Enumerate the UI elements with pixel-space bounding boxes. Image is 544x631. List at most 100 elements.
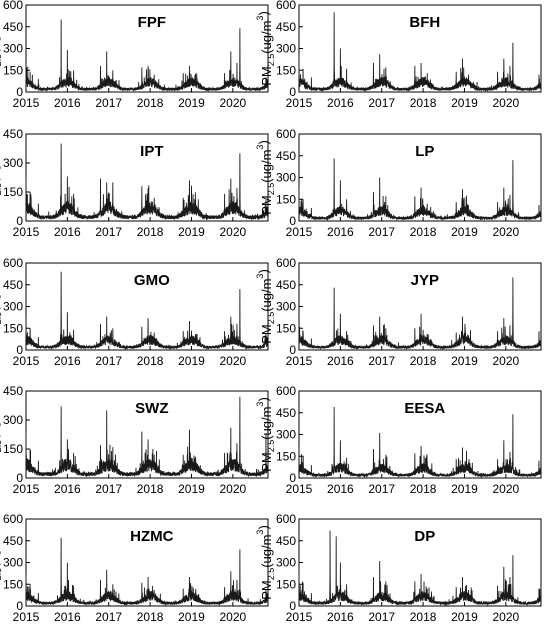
x-tick-label: 2018: [410, 482, 437, 496]
y-tick-label: 0: [16, 471, 23, 485]
x-tick-label: 2016: [327, 225, 354, 239]
y-axis-label: PM2.5(ug/m3): [255, 525, 276, 600]
x-tick-label: 2020: [219, 354, 246, 368]
y-tick-label: 150: [3, 185, 23, 199]
y-tick-label: 300: [276, 300, 296, 314]
x-tick-label: 2019: [451, 96, 478, 110]
panel-eesa: 0 150 300 450 600 2015 2016 2017 2018 2019 2020 EES…: [255, 384, 542, 496]
pm25-series-line: [298, 277, 542, 351]
y-axis-label: PM2.5(ug/m3): [255, 269, 276, 344]
x-tick-label: 2017: [368, 96, 395, 110]
y-tick-label: 450: [3, 278, 23, 292]
y-tick-label: 0: [289, 343, 296, 357]
x-tick-label: 2020: [492, 96, 519, 110]
y-tick-label: 300: [276, 428, 296, 442]
x-tick-label: 2019: [178, 482, 205, 496]
y-tick-label: 0: [289, 214, 296, 228]
x-tick-label: 2020: [219, 96, 246, 110]
x-tick-label: 2015: [13, 610, 40, 624]
x-tick-label: 2017: [95, 482, 122, 496]
x-tick-label: 2016: [54, 96, 81, 110]
x-tick-label: 2018: [410, 354, 437, 368]
x-tick-label: 2016: [54, 225, 81, 239]
y-tick-label: 300: [276, 42, 296, 56]
x-tick-label: 2015: [286, 482, 313, 496]
y-axis-label: PM2.5(ug/m3): [0, 525, 3, 600]
x-tick-label: 2020: [492, 482, 519, 496]
x-tick-label: 2018: [410, 96, 437, 110]
y-tick-label: 0: [289, 599, 296, 613]
x-tick-label: 2019: [451, 610, 478, 624]
pm25-series-line: [25, 143, 269, 221]
x-tick-label: 2015: [286, 96, 313, 110]
station-name: BFH: [409, 14, 440, 31]
pm25-series-line: [298, 12, 542, 93]
x-tick-label: 2015: [286, 225, 313, 239]
y-tick-label: 450: [276, 534, 296, 548]
station-name: HZMC: [130, 528, 173, 545]
station-name: GMO: [134, 272, 170, 289]
y-tick-label: 150: [276, 321, 296, 335]
y-tick-label: 600: [3, 0, 23, 12]
y-tick-label: 300: [276, 556, 296, 570]
x-tick-label: 2019: [451, 482, 478, 496]
y-tick-label: 150: [276, 449, 296, 463]
pm25-series-line: [25, 537, 269, 606]
pm25-series-line: [298, 406, 542, 479]
x-tick-label: 2017: [368, 482, 395, 496]
y-tick-label: 600: [276, 384, 296, 398]
y-tick-label: 450: [3, 127, 23, 141]
y-tick-label: 150: [276, 192, 296, 206]
x-tick-label: 2015: [13, 354, 40, 368]
y-tick-label: 150: [3, 442, 23, 456]
x-tick-label: 2017: [95, 225, 122, 239]
station-name: IPT: [140, 143, 163, 160]
x-tick-label: 2018: [137, 225, 164, 239]
x-tick-label: 2019: [178, 225, 205, 239]
y-tick-label: 300: [3, 300, 23, 314]
y-tick-label: 600: [276, 256, 296, 270]
x-tick-label: 2018: [410, 225, 437, 239]
x-tick-label: 2016: [327, 610, 354, 624]
y-tick-label: 0: [289, 471, 296, 485]
y-tick-label: 150: [3, 577, 23, 591]
y-tick-label: 0: [16, 599, 23, 613]
x-tick-label: 2015: [13, 482, 40, 496]
x-tick-label: 2016: [327, 482, 354, 496]
x-tick-label: 2017: [95, 610, 122, 624]
station-name: DP: [414, 528, 435, 545]
x-tick-label: 2018: [137, 482, 164, 496]
x-tick-label: 2020: [219, 482, 246, 496]
plot-frame: [25, 133, 269, 222]
x-tick-label: 2017: [95, 354, 122, 368]
y-tick-label: 450: [276, 20, 296, 34]
x-tick-label: 2020: [492, 610, 519, 624]
x-tick-label: 2017: [368, 225, 395, 239]
panel-jyp: 0 150 300 450 600 2015 2016 2017 2018 2019 2020 JYP…: [255, 256, 542, 368]
station-name: LP: [415, 143, 434, 160]
x-tick-label: 2015: [286, 610, 313, 624]
y-tick-label: 300: [3, 556, 23, 570]
y-tick-label: 0: [16, 214, 23, 228]
x-tick-label: 2016: [54, 610, 81, 624]
y-tick-label: 300: [3, 413, 23, 427]
y-tick-label: 600: [276, 0, 296, 12]
x-tick-label: 2016: [54, 482, 81, 496]
y-tick-label: 450: [276, 149, 296, 163]
y-tick-label: 150: [276, 63, 296, 77]
y-axis-label: PM2.5(ug/m3): [255, 11, 276, 86]
y-tick-label: 300: [3, 156, 23, 170]
pm25-series-line: [25, 396, 269, 478]
pm25-series-line: [298, 158, 542, 222]
y-tick-label: 300: [3, 42, 23, 56]
x-tick-label: 2020: [219, 610, 246, 624]
x-tick-label: 2015: [13, 225, 40, 239]
x-tick-label: 2018: [410, 610, 437, 624]
y-tick-label: 0: [16, 85, 23, 99]
y-tick-label: 150: [276, 577, 296, 591]
y-tick-label: 600: [3, 512, 23, 526]
x-tick-label: 2019: [178, 96, 205, 110]
y-axis-label: PM2.5(ug/m3): [255, 140, 276, 215]
x-tick-label: 2018: [137, 354, 164, 368]
